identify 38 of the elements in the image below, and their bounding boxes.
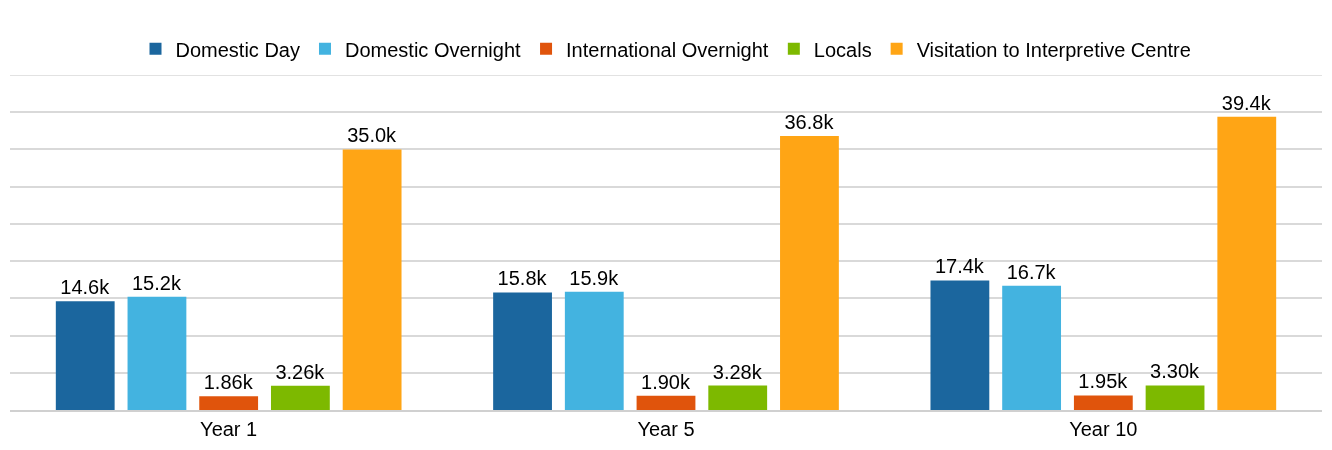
- bar: [930, 280, 990, 410]
- bar: [1145, 385, 1205, 410]
- data-label: 17.4k: [934, 255, 985, 278]
- data-label: 16.7k: [1006, 260, 1057, 283]
- x-tick-label: Year 1: [200, 418, 258, 440]
- bar: [1073, 395, 1133, 410]
- data-label: 1.90k: [641, 370, 691, 393]
- legend-label: Domestic Overnight: [344, 38, 522, 61]
- bar: [1217, 116, 1277, 410]
- bar: [493, 292, 552, 410]
- bar: [708, 385, 768, 410]
- bar: [342, 149, 402, 410]
- bar: [127, 296, 187, 410]
- data-label: 1.95k: [1078, 370, 1129, 393]
- data-label: 1.86k: [203, 371, 254, 394]
- bar: [199, 396, 259, 410]
- data-label: 39.4k: [1221, 91, 1272, 114]
- bar: [270, 385, 330, 410]
- bar: [636, 395, 696, 410]
- data-label: 3.30k: [1150, 360, 1201, 383]
- data-label: 15.8k: [497, 267, 548, 290]
- data-label: 3.28k: [712, 360, 763, 383]
- data-label: 15.2k: [131, 271, 182, 294]
- data-label: 15.9k: [569, 266, 620, 289]
- bar: [564, 291, 624, 410]
- bar: [780, 136, 839, 410]
- x-tick-label: Year 5: [637, 418, 695, 440]
- data-label: 36.8k: [784, 111, 835, 134]
- bar: [55, 301, 115, 410]
- data-label: 35.0k: [347, 124, 398, 147]
- legend-label: Visitation to Interpretive Centre: [916, 38, 1191, 61]
- x-tick-label: Year 10: [1069, 418, 1138, 440]
- data-label: 3.26k: [275, 360, 326, 383]
- legend-label: Locals: [813, 38, 872, 61]
- bar: [1002, 285, 1062, 410]
- legend-label: Domestic Day: [175, 38, 300, 61]
- legend-label: International Overnight: [566, 38, 769, 61]
- data-label: 14.6k: [60, 276, 111, 299]
